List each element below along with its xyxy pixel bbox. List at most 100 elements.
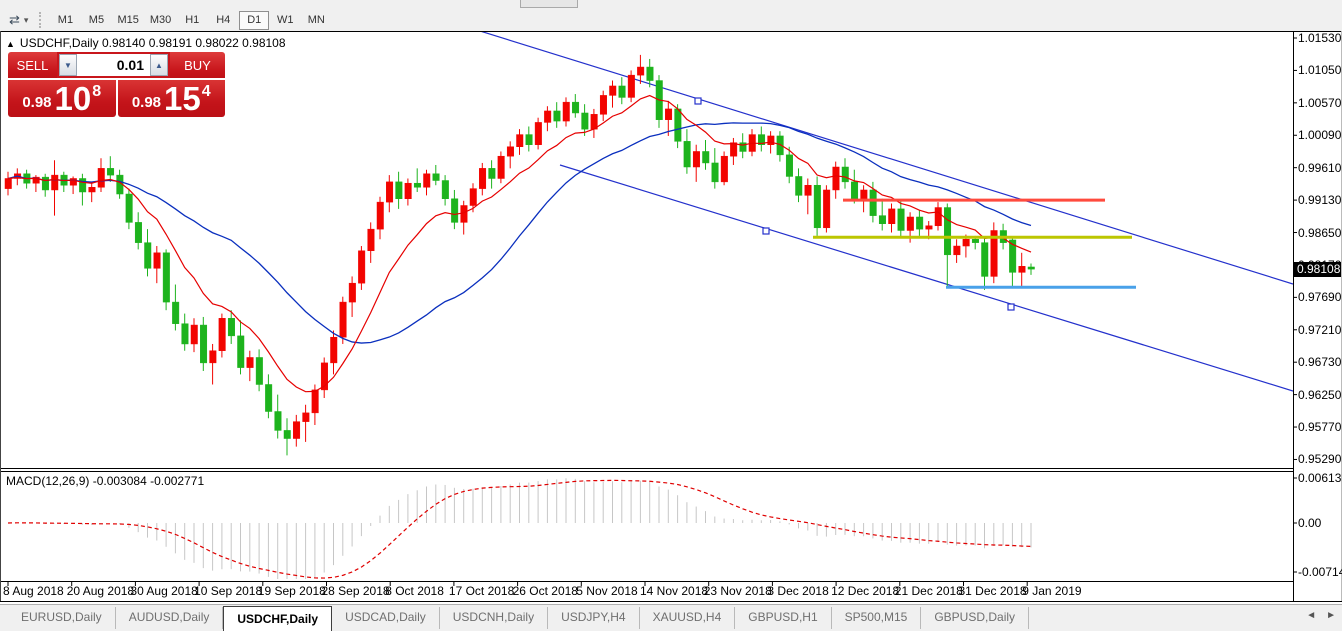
buy-price-base: 0.98 (131, 94, 162, 111)
ohlc-open: 0.98140 (101, 36, 146, 50)
chart-title: ▲ USDCHF,Daily 0.98140 0.98191 0.98022 0.… (6, 36, 286, 50)
volume-stepper: ▼ ▲ (57, 52, 170, 78)
ohlc-close: 0.98108 (242, 36, 286, 50)
date-axis-label: 8 Aug 2018 (3, 584, 64, 598)
price-axis-label: 0.98650 (1298, 225, 1342, 240)
timeframe-button-h4[interactable]: H4 (216, 13, 231, 26)
chart-tab-usdcnh[interactable]: USDCNH,Daily (440, 607, 549, 629)
price-axis-label: 1.00570 (1298, 95, 1342, 110)
buy-button[interactable]: BUY (184, 57, 211, 73)
tab-scroll-controls: ◄ ► (1306, 610, 1336, 621)
chart-tab-usdchf[interactable]: USDCHF,Daily (223, 606, 333, 631)
price-axis-label: 0.96730 (1298, 355, 1342, 370)
tabs-scroll-right-icon[interactable]: ► (1326, 610, 1336, 621)
date-axis-label: 3 Dec 2018 (767, 584, 829, 598)
price-tiles: 0.98 10 8 0.98 15 4 (8, 80, 225, 117)
macd-signal-line (7, 479, 1032, 579)
chart-symbol-label: USDCHF,Daily (19, 36, 99, 50)
date-axis-label: 5 Nov 2018 (576, 584, 638, 598)
timeframe-toolbar: ⇄ ▾ M1 M5 M15 M30 H1 H4 D1 W1 MN (0, 9, 1342, 31)
price-axis-label: 1.01050 (1298, 63, 1342, 78)
sell-price-sup: 8 (92, 83, 102, 100)
date-axis-label: 12 Dec 2018 (831, 584, 900, 598)
trend-channel-upper-line[interactable] (480, 31, 1293, 285)
date-axis-label: 9 Jan 2019 (1022, 584, 1082, 598)
date-axis-label: 8 Oct 2018 (385, 584, 444, 598)
timeframe-button-w1[interactable]: W1 (277, 13, 294, 26)
one-click-trading-panel: SELL BUY ▼ ▲ 0.98 10 8 0.98 15 4 (8, 52, 225, 117)
timeframe-button-d1[interactable]: D1 (239, 10, 270, 30)
sell-price-tile[interactable]: 0.98 10 8 (8, 80, 116, 117)
timeframe-button-mn[interactable]: MN (307, 13, 325, 26)
collapse-panel-icon[interactable]: ▲ (6, 39, 15, 49)
volume-input[interactable] (77, 54, 150, 76)
chart-tab-eurusd[interactable]: EURUSD,Daily (8, 607, 116, 629)
macd-plot[interactable] (7, 478, 1032, 579)
channel-handle[interactable] (762, 227, 770, 235)
macd-indicator-label: MACD(12,26,9) -0.003084 -0.002771 (6, 474, 205, 488)
price-axis-label: 0.99130 (1298, 193, 1342, 208)
chart-tabs-bar: EURUSD,Daily AUDUSD,Daily USDCHF,Daily USDC… (0, 604, 1342, 631)
buy-price-big: 15 (164, 80, 201, 117)
current-price-badge: 0.98108 (1294, 262, 1341, 277)
sell-price-big: 10 (54, 80, 92, 117)
date-axis-label: 31 Dec 2018 (958, 584, 1027, 598)
price-axis-label: 0.95290 (1298, 452, 1342, 467)
window-top-fragment (520, 0, 578, 8)
chevron-down-icon[interactable]: ▾ (23, 14, 29, 25)
chart-tool-button[interactable]: ⇄ ▾ (6, 11, 31, 29)
price-axis-label: 0.95770 (1298, 420, 1342, 435)
chart-tab-gbpusd[interactable]: GBPUSD,H1 (735, 607, 832, 629)
ma-fast-line[interactable] (7, 94, 1032, 393)
chart-tab-audusd[interactable]: AUDUSD,Daily (116, 607, 224, 629)
date-axis-label: 21 Dec 2018 (894, 584, 963, 598)
chart-tab-usdcad[interactable]: USDCAD,Daily (332, 607, 440, 629)
timeframe-button-m15[interactable]: M15 (117, 13, 139, 26)
sell-button[interactable]: SELL (16, 57, 49, 73)
buy-price-tile[interactable]: 0.98 15 4 (117, 80, 225, 117)
buy-price-sup: 4 (201, 83, 211, 100)
timeframe-button-m30[interactable]: M30 (149, 13, 172, 26)
price-axis-label: 0.99610 (1298, 160, 1342, 175)
trend-channel-lower-line[interactable] (559, 164, 1293, 392)
volume-up-button[interactable]: ▲ (150, 54, 168, 76)
timeframe-button-m1[interactable]: M1 (57, 13, 74, 26)
ma-slow-line[interactable] (7, 122, 1032, 344)
chart-tab-gbpusd[interactable]: GBPUSD,Daily (921, 607, 1030, 629)
chart-tab-xauusd[interactable]: XAUUSD,H4 (640, 607, 736, 629)
toolbar-grip[interactable] (39, 12, 44, 28)
date-axis-label: 10 Sep 2018 (194, 584, 263, 598)
window-top-strip (0, 0, 1342, 9)
chart-tab-usdjpy[interactable]: USDJPY,H4 (548, 607, 640, 629)
chart-tool-icon: ⇄ (9, 12, 20, 27)
timeframe-button-m5[interactable]: M5 (88, 13, 105, 26)
date-axis-label: 14 Nov 2018 (640, 584, 709, 598)
chart-tab-sp500[interactable]: SP500,M15 (832, 607, 922, 629)
channel-handle[interactable] (1007, 303, 1015, 311)
sell-price-base: 0.98 (22, 94, 52, 111)
channel-handle[interactable] (694, 97, 702, 105)
timeframe-button-h1[interactable]: H1 (185, 13, 200, 26)
date-axis-label: 23 Nov 2018 (703, 584, 772, 598)
main-plot[interactable] (4, 31, 1293, 456)
date-axis-label: 17 Oct 2018 (448, 584, 515, 598)
ohlc-low: 0.98022 (195, 36, 239, 50)
date-axis-label: 30 Aug 2018 (130, 584, 198, 598)
macd-histogram (16, 478, 1032, 579)
price-axis-label: 1.01530 (1298, 31, 1342, 45)
ohlc-high: 0.98191 (148, 36, 193, 50)
price-axis-label: 0.96250 (1298, 387, 1342, 402)
timeframe-buttons: M1 M5 M15 M30 H1 H4 D1 W1 MN (50, 10, 332, 30)
date-axis-label: 28 Sep 2018 (321, 584, 390, 598)
date-axis-label: 26 Oct 2018 (512, 584, 578, 598)
volume-down-button[interactable]: ▼ (59, 54, 77, 76)
date-axis-label: 20 Aug 2018 (66, 584, 135, 598)
price-axis-label: 0.97210 (1298, 322, 1342, 337)
date-axis-label: 19 Sep 2018 (257, 584, 326, 598)
macd-axis-label: 0.006137 (1298, 471, 1342, 485)
tabs-scroll-left-icon[interactable]: ◄ (1306, 610, 1317, 621)
price-axis-label: 0.97690 (1298, 290, 1342, 305)
macd-axis-label: -0.007142 (1298, 565, 1342, 579)
